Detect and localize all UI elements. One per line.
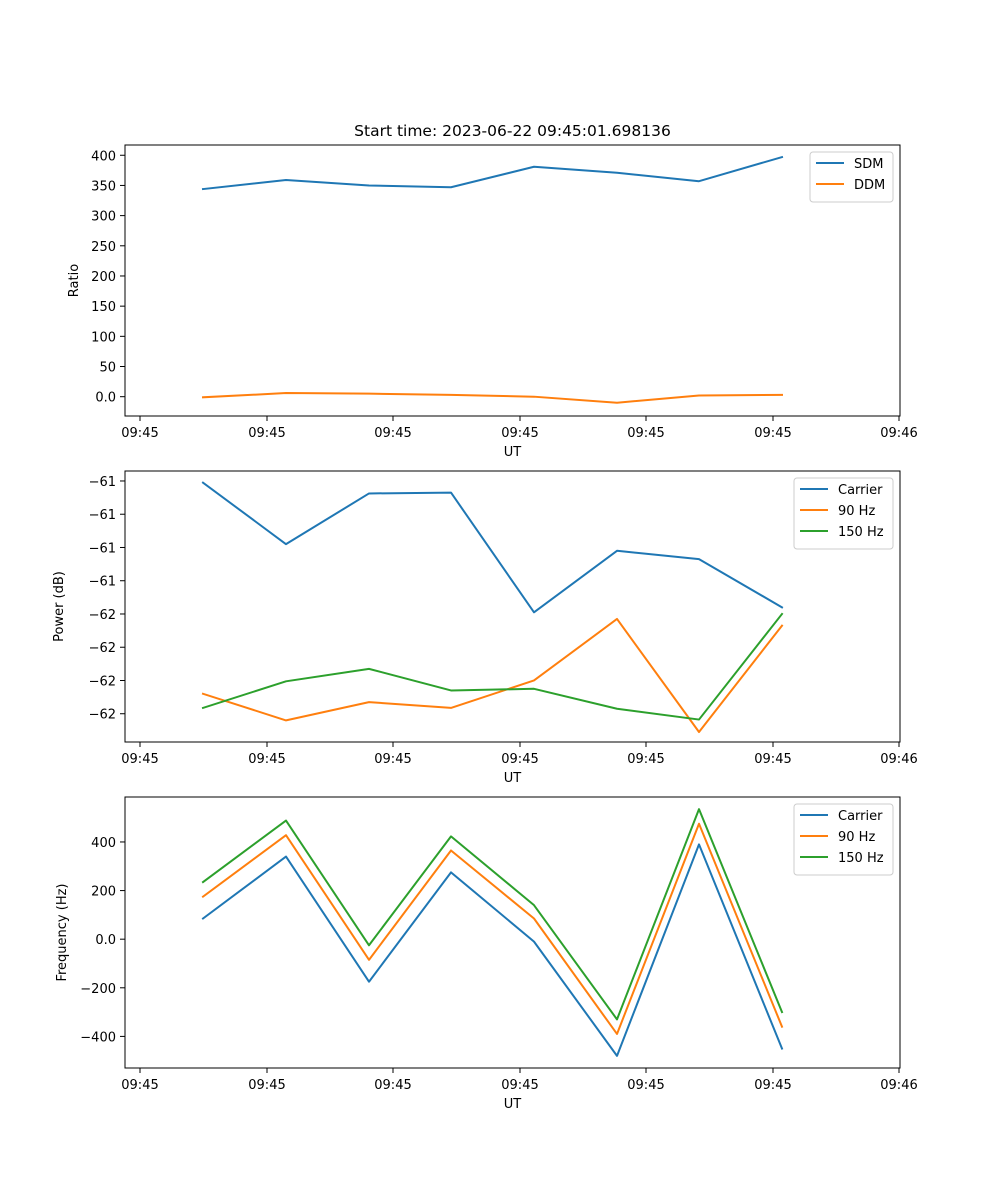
y-tick-label: −61 [89,541,116,556]
y-tick-label: 200 [91,885,116,900]
x-tick-label: 09:45 [501,1078,538,1093]
series-line-ddm [201,392,784,404]
x-tick-label: 09:45 [754,426,791,441]
legend-label: 150 Hz [838,851,884,866]
y-tick-label: −62 [89,674,116,689]
legend-label: SDM [854,157,883,172]
y-axis-label: Power (dB) [52,571,67,642]
y-tick-label: 400 [91,836,116,851]
y-tick-label: 150 [91,300,116,315]
series-line-150-hz [201,612,784,721]
series-line-carrier [201,843,784,1057]
x-tick-label: 09:45 [754,1078,791,1093]
x-tick-label: 09:45 [627,426,664,441]
subplot-1: 09:45 09:45 09:45 09:45 09:45 09:45 09:46 0.0 50… [67,144,918,460]
axes-frame [124,796,901,1069]
y-tick-label: −61 [89,508,116,523]
x-tick-label: 09:45 [374,1078,411,1093]
y-tick-label: −61 [89,475,116,490]
axes-frame [124,470,901,743]
x-axis-label: UT [504,771,522,786]
series-line-150-hz [201,808,784,1021]
x-tick-label: 09:45 [627,752,664,767]
x-tick-label: 09:46 [880,426,917,441]
y-tick-label: −200 [80,982,116,997]
series-line-sdm [201,155,784,191]
x-tick-label: 09:46 [880,1078,917,1093]
y-tick-label: −62 [89,708,116,723]
legend-label: 90 Hz [838,830,875,845]
x-axis-label: UT [504,445,522,460]
y-tick-label: 300 [91,210,116,225]
x-tick-label: 09:45 [121,752,158,767]
legend: SDM DDM [809,151,894,203]
y-tick-label: −62 [89,641,116,656]
subplot-3: 09:45 09:45 09:45 09:45 09:45 09:45 09:46 −400 −… [55,796,918,1112]
x-tick-label: 09:45 [627,1078,664,1093]
legend: Carrier 90 Hz 150 Hz [793,477,894,550]
series-line-carrier [201,481,784,614]
legend-label: Carrier [838,483,883,498]
series-line-90-hz [201,617,784,734]
x-tick-label: 09:45 [501,426,538,441]
y-tick-label: 250 [91,240,116,255]
y-tick-label: 100 [91,330,116,345]
x-tick-label: 09:45 [501,752,538,767]
y-tick-label: −400 [80,1030,116,1045]
y-tick-label: −62 [89,608,116,623]
series-line-90-hz [201,822,784,1035]
x-tick-label: 09:45 [121,426,158,441]
x-tick-label: 09:45 [248,752,285,767]
legend-label: Carrier [838,809,883,824]
legend-label: 90 Hz [838,504,875,519]
legend-label: DDM [854,178,885,193]
axes-frame [124,144,901,417]
x-tick-label: 09:45 [374,752,411,767]
legend: Carrier 90 Hz 150 Hz [793,803,894,876]
y-tick-label: 0.0 [95,933,116,948]
y-tick-label: 0.0 [95,391,116,406]
legend-box [809,151,894,203]
chart-title: Start time: 2023-06-22 09:45:01.698136 [354,122,671,140]
y-tick-label: 400 [91,149,116,164]
y-tick-label: −61 [89,575,116,590]
x-tick-label: 09:45 [754,752,791,767]
legend-label: 150 Hz [838,525,884,540]
subplot-2: 09:45 09:45 09:45 09:45 09:45 09:45 09:46 −61 −6… [52,470,918,786]
x-tick-label: 09:45 [374,426,411,441]
y-tick-label: 350 [91,179,116,194]
x-tick-label: 09:46 [880,752,917,767]
y-tick-label: 200 [91,270,116,285]
y-axis-label: Frequency (Hz) [55,883,70,981]
x-axis-label: UT [504,1097,522,1112]
x-tick-label: 09:45 [121,1078,158,1093]
x-tick-label: 09:45 [248,1078,285,1093]
x-tick-label: 09:45 [248,426,285,441]
y-tick-label: 50 [99,361,116,376]
y-axis-label: Ratio [67,264,82,297]
subplots: 09:45 09:45 09:45 09:45 09:45 09:45 09:46 0.0 50… [52,144,918,1112]
